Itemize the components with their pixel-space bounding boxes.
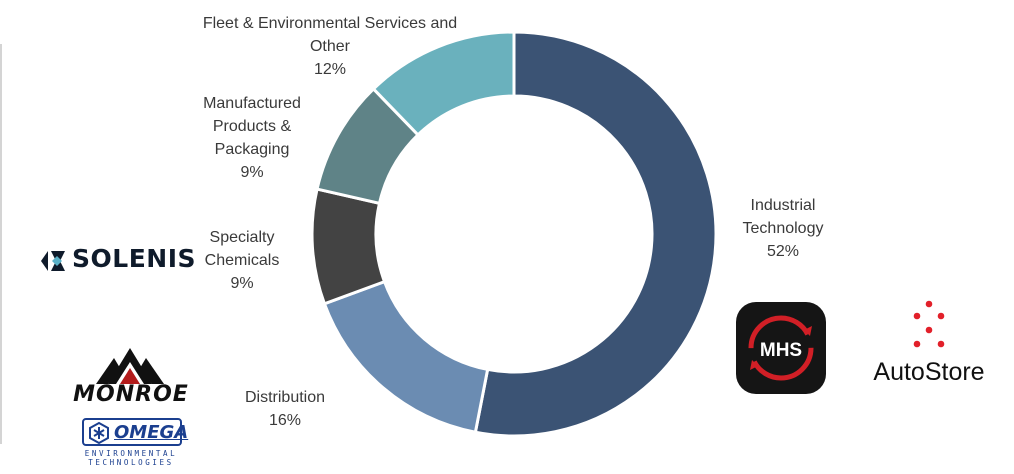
label-line: Fleet & Environmental Services and <box>202 15 458 32</box>
monroe-mountain-icon <box>96 348 164 384</box>
omega-wordmark: OMEGA <box>114 422 189 443</box>
donut-slice-1 <box>322 279 490 435</box>
label-fleet-environmental: Fleet & Environmental Services and Other… <box>180 12 480 81</box>
autostore-logo: AutoStore <box>864 300 994 395</box>
value-label: 12% <box>313 61 347 78</box>
label-line: Chemicals <box>204 252 280 269</box>
omega-snowflake-icon <box>89 421 109 445</box>
omega-logo: OMEGA ENVIRONMENTAL TECHNOLOGIES <box>56 418 206 472</box>
monroe-logo: MONROE <box>56 346 206 408</box>
left-divider <box>0 44 2 444</box>
monroe-wordmark: MONROE <box>73 382 189 407</box>
autostore-dots-icon <box>913 300 945 348</box>
label-line: Other <box>309 38 350 55</box>
solenis-logo: SOLENIS <box>38 244 198 276</box>
label-line: Manufactured <box>203 95 301 112</box>
label-line: Products & <box>212 118 292 135</box>
value-label: 9% <box>230 275 254 292</box>
solenis-mark-icon <box>41 251 65 271</box>
donut-slice-4 <box>371 30 516 137</box>
omega-subline-1: ENVIRONMENTAL <box>84 449 178 458</box>
value-label: 16% <box>268 412 302 429</box>
omega-subline-2: TECHNOLOGIES <box>88 458 174 467</box>
label-line: Industrial <box>750 197 816 214</box>
solenis-wordmark: SOLENIS <box>72 244 196 273</box>
label-distribution: Distribution 16% <box>230 386 340 432</box>
label-industrial-technology: Industrial Technology 52% <box>728 194 838 263</box>
value-label: 9% <box>240 164 264 181</box>
mhs-badge-icon: MHS <box>736 302 826 394</box>
label-specialty-chemicals: Specialty Chemicals 9% <box>192 226 292 295</box>
label-line: Specialty <box>209 229 275 246</box>
value-label: 52% <box>766 243 800 260</box>
mhs-logo: MHS <box>736 302 826 394</box>
label-manufactured-products: Manufactured Products & Packaging 9% <box>192 92 312 184</box>
label-line: Distribution <box>244 389 326 406</box>
mhs-wordmark: MHS <box>760 340 802 361</box>
donut-slice-2 <box>310 187 387 306</box>
label-line: Packaging <box>214 141 290 158</box>
donut-slice-0 <box>473 30 718 438</box>
label-line: Technology <box>742 220 824 237</box>
omega-badge: OMEGA <box>82 418 188 446</box>
autostore-wordmark: AutoStore <box>873 358 985 386</box>
